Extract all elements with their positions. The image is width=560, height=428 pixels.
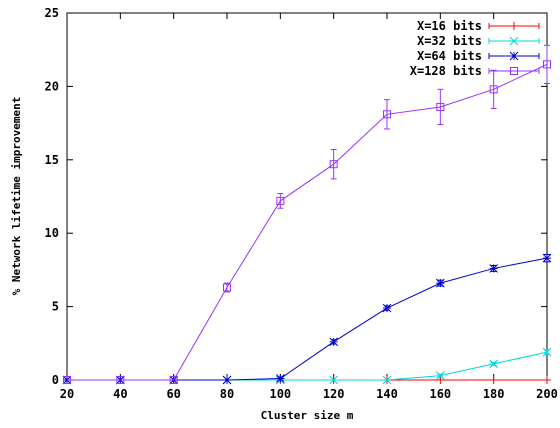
data-point-marker xyxy=(169,376,178,384)
data-point-marker xyxy=(510,67,518,75)
series-line xyxy=(67,351,548,381)
series-x-128-bits xyxy=(63,44,551,384)
data-point-marker xyxy=(329,160,338,169)
data-point-marker xyxy=(489,359,499,369)
data-point-marker xyxy=(542,347,552,357)
data-point-marker xyxy=(510,22,518,30)
data-point-marker xyxy=(542,253,552,263)
y-tick-label: 15 xyxy=(45,153,59,167)
error-bar xyxy=(384,99,390,130)
legend-label: X=32 bits xyxy=(417,34,482,48)
y-tick-label: 0 xyxy=(52,373,59,387)
data-point-marker xyxy=(63,376,71,384)
x-tick-label: 200 xyxy=(536,387,558,401)
legend-label: X=128 bits xyxy=(410,64,482,78)
series-layer xyxy=(62,44,552,385)
data-point-marker xyxy=(116,376,125,384)
series-x-32-bits xyxy=(62,347,552,385)
x-axis-ticks: 20 40 60 80 100 120 140 160 180 200 xyxy=(60,13,558,401)
data-point-marker xyxy=(489,376,498,384)
data-point-marker xyxy=(382,375,392,385)
x-tick-label: 40 xyxy=(113,387,127,401)
y-tick-label: 10 xyxy=(45,226,59,240)
x-tick-label: 20 xyxy=(60,387,74,401)
x-tick-label: 120 xyxy=(323,387,345,401)
data-point-marker xyxy=(222,375,232,385)
y-tick-label: 20 xyxy=(45,79,59,93)
x-axis-title: Cluster size m xyxy=(261,409,354,422)
x-tick-label: 60 xyxy=(166,387,180,401)
data-point-marker xyxy=(509,51,519,61)
data-point-marker xyxy=(275,374,285,383)
y-tick-label: 25 xyxy=(45,6,59,20)
data-point-marker xyxy=(223,283,231,292)
y-axis-ticks: 0 5 10 15 20 25 xyxy=(45,6,547,387)
data-point-marker xyxy=(489,264,499,273)
data-point-marker xyxy=(435,278,445,288)
legend-sample xyxy=(488,68,540,74)
error-bar xyxy=(544,44,550,84)
x-tick-label: 80 xyxy=(220,387,234,401)
data-point-marker xyxy=(509,36,519,46)
data-point-marker xyxy=(329,375,339,385)
data-point-marker xyxy=(436,102,445,111)
series-x-64-bits xyxy=(62,253,552,385)
data-point-marker xyxy=(329,337,339,347)
x-tick-label: 160 xyxy=(429,387,451,401)
legend-label: X=64 bits xyxy=(417,49,482,63)
error-bar xyxy=(277,193,284,209)
error-bar xyxy=(330,149,337,180)
series-line xyxy=(67,257,548,381)
error-bar xyxy=(490,69,497,109)
y-tick-label: 5 xyxy=(52,300,59,314)
error-bar xyxy=(437,88,444,126)
data-point-marker xyxy=(276,196,285,205)
data-point-marker xyxy=(543,376,551,384)
series-line xyxy=(67,63,548,381)
data-point-marker xyxy=(489,85,498,94)
x-tick-label: 100 xyxy=(269,387,291,401)
data-point-marker xyxy=(382,303,392,313)
error-bar xyxy=(224,282,230,293)
data-point-marker xyxy=(435,371,445,380)
data-point-marker xyxy=(543,60,551,69)
x-tick-label: 140 xyxy=(376,387,398,401)
y-axis-title: % Network lifetime improvement xyxy=(10,97,23,296)
legend-label: X=16 bits xyxy=(417,19,482,33)
x-tick-label: 180 xyxy=(483,387,505,401)
data-point-marker xyxy=(383,110,391,119)
